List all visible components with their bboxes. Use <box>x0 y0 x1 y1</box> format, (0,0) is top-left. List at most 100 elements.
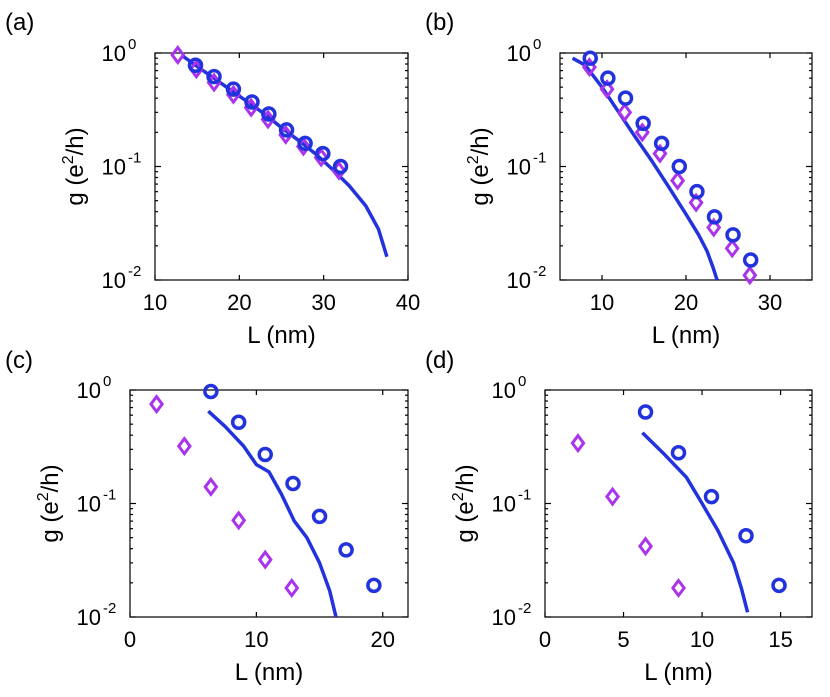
y-axis-label: g (e2/h) <box>35 464 64 542</box>
diamond-marker <box>688 192 704 213</box>
y-tick-base: 10 <box>102 268 126 293</box>
y-axis-label-part: /h) <box>452 464 479 492</box>
y-tick-base: 10 <box>102 155 126 180</box>
diamond-marker <box>231 510 247 531</box>
diamond-marker <box>724 238 740 259</box>
y-tick-exponent: -1 <box>103 487 116 504</box>
y-tick-label: 10 -2 <box>507 263 547 293</box>
y-tick-exponent: 0 <box>533 36 541 53</box>
circle-marker <box>582 50 598 66</box>
diamond-marker <box>706 217 722 238</box>
y-axis-label-part: g (e <box>62 164 89 205</box>
x-tick-label: 20 <box>227 290 251 315</box>
circle-marker <box>635 115 651 132</box>
circle-marker <box>600 70 616 86</box>
circle-marker <box>187 57 204 73</box>
plot-frame <box>154 52 409 281</box>
y-axis-label-part: g (e <box>452 501 479 542</box>
y-tick-label: 10 -2 <box>77 600 117 630</box>
y-tick-exponent: 0 <box>103 373 111 390</box>
y-tick-base: 10 <box>492 378 516 403</box>
circle-marker <box>315 145 331 162</box>
y-tick-label: 10 0 <box>102 36 137 66</box>
x-tick-label: 5 <box>617 627 629 652</box>
x-tick-label: 10 <box>143 290 167 315</box>
x-axis-label: L (nm) <box>235 659 303 686</box>
circle-marker <box>637 404 654 420</box>
diamond-marker <box>599 79 615 100</box>
circle-marker <box>670 444 687 461</box>
y-tick-exponent: -1 <box>533 150 546 167</box>
x-tick-label: 10 <box>690 627 714 652</box>
y-tick-base: 10 <box>77 492 101 517</box>
plot-frame <box>129 389 409 618</box>
y-axis-label-part: g (e <box>467 164 494 205</box>
circle-marker <box>366 577 382 594</box>
y-axis-label-part: g (e <box>37 501 64 542</box>
diamond-marker <box>652 143 668 164</box>
x-tick-label: 0 <box>124 627 136 652</box>
y-axis-label: g (e2/h) <box>60 127 89 205</box>
circle-marker <box>261 106 277 122</box>
y-tick-base: 10 <box>492 492 516 517</box>
panel-label: (d) <box>425 347 454 374</box>
circle-marker <box>297 135 313 152</box>
x-tick-label: 20 <box>370 627 394 652</box>
diamond-marker <box>605 486 621 507</box>
y-tick-exponent: -2 <box>518 600 531 617</box>
y-axis-label-part: /h) <box>467 127 494 155</box>
circle-marker <box>257 446 273 463</box>
circle-marker <box>653 135 670 152</box>
y-tick-label: 10 0 <box>507 36 542 66</box>
y-tick-base: 10 <box>77 378 101 403</box>
series-line <box>641 431 750 613</box>
diamond-marker <box>170 45 186 66</box>
diamond-marker <box>617 102 633 123</box>
y-axis-label-sup: 2 <box>450 492 467 501</box>
y-tick-label: 10 -1 <box>492 487 532 517</box>
y-tick-base: 10 <box>102 41 126 66</box>
diamond-marker <box>203 476 219 497</box>
x-tick-label: 30 <box>758 290 782 315</box>
series-line <box>571 56 719 280</box>
x-tick-label: 15 <box>768 627 792 652</box>
series-line <box>207 409 338 617</box>
circle-marker <box>203 383 219 400</box>
y-axis-label: g (e2/h) <box>465 127 494 205</box>
y-axis-label-part: /h) <box>62 127 89 155</box>
x-tick-label: 0 <box>539 627 551 652</box>
circle-marker <box>332 158 349 175</box>
circle-marker <box>244 94 260 110</box>
circle-marker <box>278 122 295 138</box>
circle-marker <box>738 527 754 544</box>
circle-marker <box>225 81 242 97</box>
y-tick-base: 10 <box>507 155 531 180</box>
circle-marker <box>338 542 354 558</box>
y-tick-exponent: -2 <box>103 600 116 617</box>
x-axis-label: L (nm) <box>247 322 315 349</box>
panel-label: (a) <box>5 9 34 36</box>
y-axis-label-sup: 2 <box>35 492 52 501</box>
diamond-marker <box>149 394 165 415</box>
circle-marker <box>771 577 787 594</box>
circle-marker <box>703 488 720 505</box>
x-axis-label: L (nm) <box>644 659 712 686</box>
panel-label: (b) <box>425 9 454 36</box>
y-tick-exponent: 0 <box>128 36 136 53</box>
diamond-marker <box>257 549 273 570</box>
series-line <box>180 54 389 258</box>
circle-marker <box>742 252 759 268</box>
y-axis-label-sup: 2 <box>465 155 482 164</box>
panel-label: (c) <box>5 347 33 374</box>
circle-marker <box>230 414 247 430</box>
y-tick-exponent: -1 <box>128 150 141 167</box>
y-tick-label: 10 0 <box>77 373 112 403</box>
y-tick-exponent: -2 <box>128 263 141 280</box>
circle-marker <box>706 209 723 225</box>
x-tick-label: 20 <box>674 290 698 315</box>
y-tick-exponent: -1 <box>518 487 531 504</box>
